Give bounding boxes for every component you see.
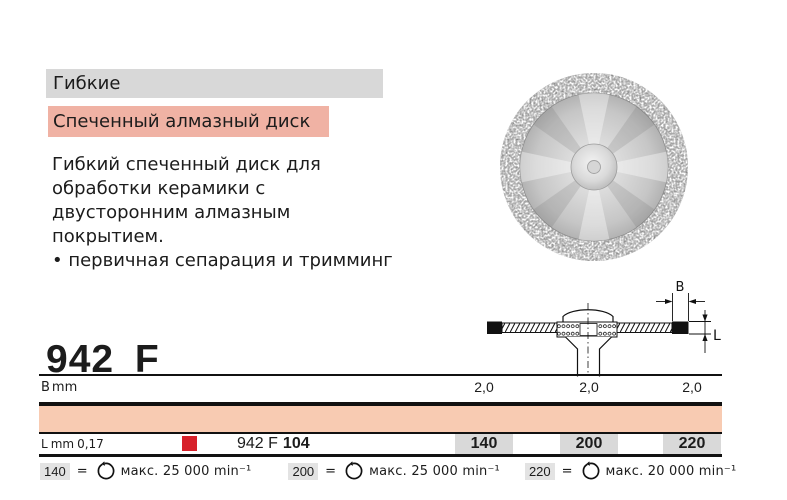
size-badge: 200 [288,462,319,480]
speed-legend: 140 = макс. 25 000 min⁻¹ 200 = макс. 25 … [40,459,736,483]
b-value: 2,0 [474,379,494,395]
product-photo-disc [500,73,688,261]
dim-l-label: L [713,328,721,344]
size-cell-200: 200 [560,434,618,454]
legend-item: 200 = макс. 25 000 min⁻¹ [288,460,500,482]
diamond-edge-right [672,321,689,334]
dimension-b [656,293,705,321]
model-title: 942 F [46,338,160,381]
size-cell-220: 220 [663,434,721,454]
description-line: Гибкий спеченный диск для [52,154,321,175]
b-value: 2,0 [579,379,599,395]
size-badge: 220 [524,462,555,480]
product-title-bar: Спеченный алмазный диск [48,106,329,137]
dim-b-label: B [676,280,685,295]
accent-row [39,406,722,432]
speed-text: макс. 25 000 min⁻¹ [369,463,500,479]
rotation-ccw-icon [582,461,599,480]
red-marker [182,436,197,451]
dimension-l [689,310,711,353]
table-rule [39,374,722,376]
diamond-edge-left [487,321,502,334]
table-rule-thick [39,454,722,457]
rotation-ccw-icon [345,461,363,480]
order-code: 942 F 104 [237,435,310,452]
legend-item: 140 = макс. 25 000 min⁻¹ [40,460,251,482]
description-line: двусторонним алмазным [52,202,291,223]
speed-text: макс. 20 000 min⁻¹ [605,463,737,479]
description-line: обработки керамики с [52,178,266,199]
description-bullet: • первичная сепарация и тримминг [52,250,393,271]
blade-left [501,322,558,333]
rotation-ccw-icon [97,461,115,480]
size-badge: 140 [40,462,70,480]
b-value: 2,0 [682,379,702,395]
product-description: Гибкий спеченный диск для обработки кера… [52,153,422,273]
table-rule-thick [39,402,722,406]
legend-item: 220 = макс. 20 000 min⁻¹ [524,460,737,482]
blade-right [616,322,673,333]
category-bar: Гибкие [46,69,383,98]
technical-drawing: B L [487,280,721,377]
speed-text: макс. 25 000 min⁻¹ [120,463,252,479]
description-line: покрытием. [52,226,164,247]
table-rule [39,432,722,434]
mandrel-shaft [565,336,612,377]
size-cell-140: 140 [455,434,513,454]
